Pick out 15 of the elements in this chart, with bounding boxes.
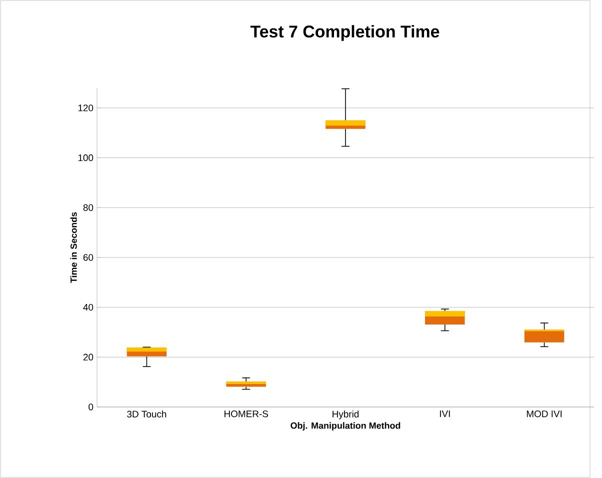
chart-title: Test 7 Completion Time (250, 25, 440, 41)
y-tick-label: 40 (83, 304, 94, 311)
x-tick-label: 3D Touch (127, 410, 166, 418)
x-tick-label: HOMER-S (224, 410, 268, 418)
x-tick-label: MOD IVI (526, 410, 562, 418)
y-tick-label: 120 (78, 104, 94, 112)
x-tick-label: Hybrid (332, 410, 359, 420)
y-tick-label: 20 (83, 354, 94, 360)
x-tick-label: IVI (440, 410, 450, 418)
y-tick-label: 100 (78, 154, 94, 162)
y-axis-title: Time in Seconds (70, 212, 77, 283)
y-tick-label: 80 (83, 204, 94, 211)
y-tick-label: 0 (88, 404, 94, 410)
y-tick-label: 60 (83, 254, 94, 261)
x-axis-title: Obj. Manipulation Method (290, 422, 400, 431)
